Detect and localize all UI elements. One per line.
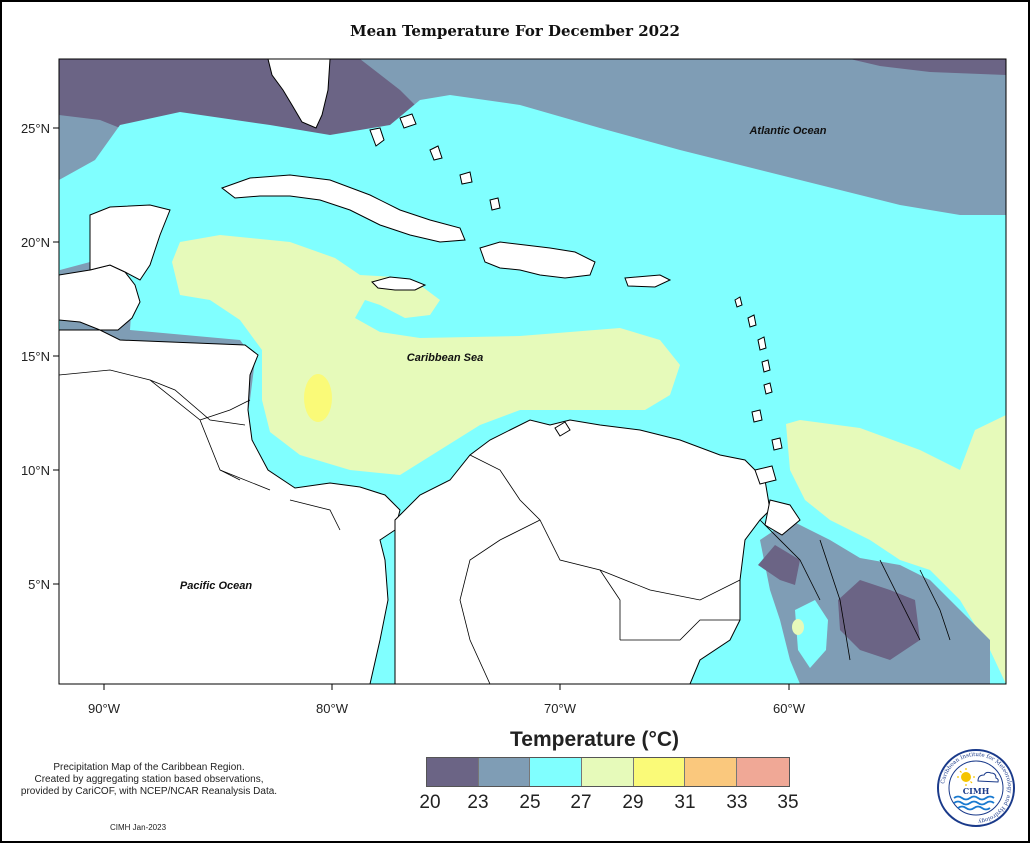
axis-ticks [53,127,790,690]
legend-swatch-25-27 [530,758,583,786]
legend-title: Temperature (°C) [510,728,680,751]
bahamas-island [369,127,385,147]
map-frame [58,58,1007,685]
legend-tick: 33 [726,792,748,813]
lesser-antilles-island [757,336,767,351]
legend-swatch-31-33 [685,758,738,786]
country-borders [59,369,951,684]
lon-label-60w: 60°W [773,701,806,716]
bahamas-island [489,197,501,211]
lesser-antilles-island [751,409,763,423]
legend-tick: 35 [777,792,799,813]
hispaniola [479,241,596,279]
legend-tick: 27 [570,792,592,813]
lesser-antilles-island [771,437,783,451]
credit-text: CIMH Jan-2023 [110,823,167,832]
lesser-antilles-island [734,296,743,308]
zone-25-27-roraima [795,600,828,668]
zone-27-29-roraima [792,619,804,635]
abc-island [554,421,571,437]
caption-line: provided by CariCOF, with NCEP/NCAR Rean… [20,786,278,797]
legend-swatch-33-35 [737,758,789,786]
lat-label-5n: 5°N [28,577,50,592]
legend-color-bar [426,757,790,787]
logo-text: CIMH [963,786,990,796]
lon-label-70w: 70°W [544,701,577,716]
guyana-coast [764,499,801,536]
central-america [59,329,401,684]
legend-tick: 20 [419,792,441,813]
cimh-logo: Caribbean Institute for Meteorology and … [937,749,1015,827]
bahamas-island [459,171,473,185]
lat-label-25n: 25°N [21,121,50,136]
lesser-antilles-island [763,382,773,395]
legend-swatch-29-31 [633,758,686,786]
legend-tick: 25 [519,792,541,813]
legend-tick: 23 [467,792,489,813]
zone-20-23-suriname [838,580,920,660]
bahamas-island [429,145,443,161]
lat-label-20n: 20°N [21,235,50,250]
lat-label-15n: 15°N [21,349,50,364]
lat-label-10n: 10°N [21,463,50,478]
lon-label-90w: 90°W [88,701,121,716]
caption-line: Created by aggregating station based obs… [34,774,264,785]
jamaica [371,276,427,291]
zone-20-23-guiana [758,545,800,585]
south-america [394,419,771,684]
cuba [220,174,466,243]
zone-27-29-east [786,415,1006,684]
zone-27-29-caribbean [172,235,680,475]
caribbean-sea-label: Caribbean Sea [407,352,483,364]
pacific-ocean-label: Pacific Ocean [180,580,252,592]
legend-ticks: 20 23 25 27 29 31 33 35 [419,792,799,816]
zone-20-23-northeast [850,59,1006,75]
caption-line: Precipitation Map of the Caribbean Regio… [53,762,245,773]
legend-tick: 31 [674,792,696,813]
legend-swatch-23-25 [478,758,531,786]
bahamas-island [399,113,417,129]
legend-swatch-27-29 [582,758,634,786]
map-caption: Precipitation Map of the Caribbean Regio… [8,762,290,798]
atlantic-ocean-label: Atlantic Ocean [748,125,826,137]
yucatan-peninsula [89,204,171,281]
zone-29-31-spot [304,374,332,422]
puerto-rico [624,274,672,288]
trinidad [754,465,777,485]
land-masses [59,59,801,684]
legend-swatch-20-23 [427,758,479,786]
lon-label-80w: 80°W [316,701,349,716]
florida [267,59,331,129]
map-title: Mean Temperature For December 2022 [350,22,680,40]
lesser-antilles-island [761,359,771,373]
legend-tick: 29 [622,792,644,813]
sun-cloud-waves-icon [953,768,999,811]
lesser-antilles-island [747,314,757,328]
